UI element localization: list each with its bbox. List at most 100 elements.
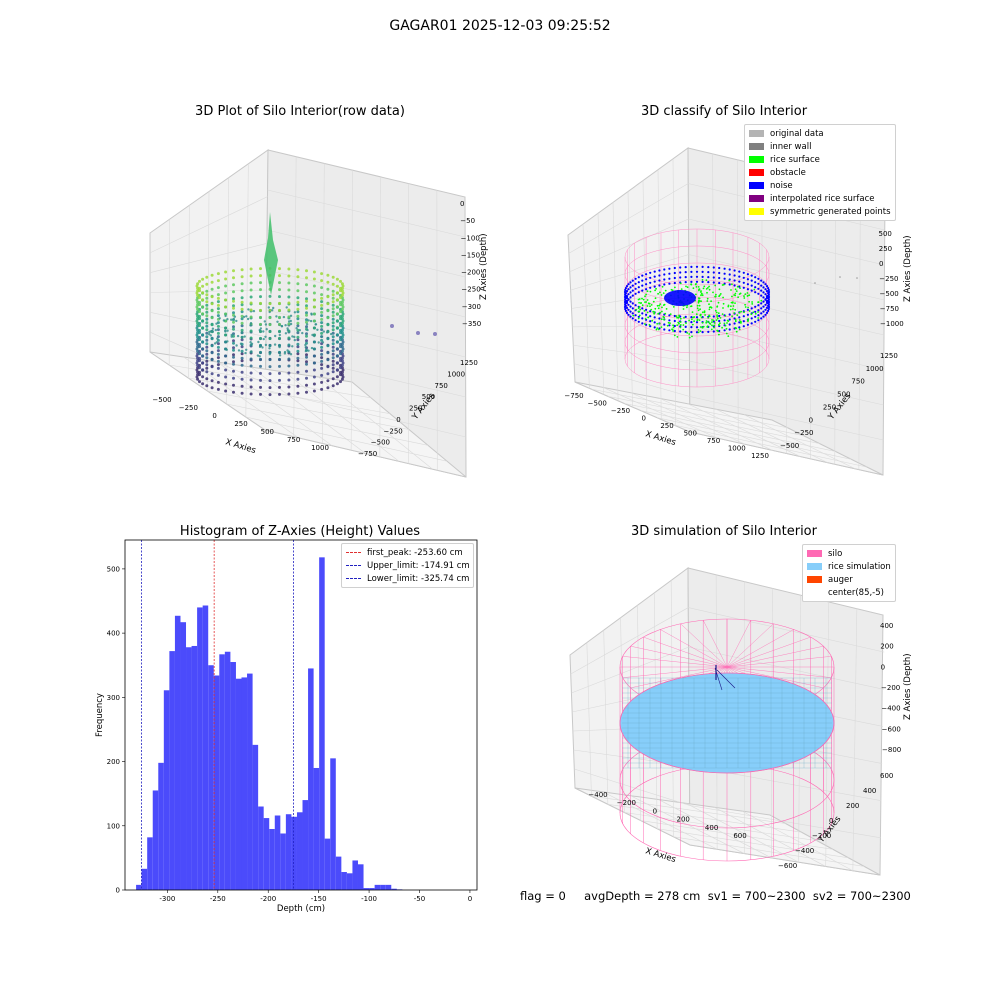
- panel2-y-tick-label: 750: [851, 378, 864, 386]
- panel2-legend-swatch: [749, 195, 764, 202]
- panel1-x-tick-label: 500: [261, 428, 274, 436]
- histogram-legend-line: [346, 565, 361, 566]
- panel4-x-tick-label: 200: [677, 816, 690, 824]
- histogram-bar: [192, 646, 198, 890]
- panel2-z-label: Z Axies (Depth): [903, 235, 913, 302]
- panel2-legend-label: inner wall: [770, 142, 811, 152]
- histogram-legend-line: [346, 552, 361, 553]
- panel1-x-tick-label: 750: [287, 436, 300, 444]
- histogram-legend: first_peak: -253.60 cm Upper_limit: -174.…: [341, 543, 474, 588]
- panel1-x-tick-label: 0: [212, 412, 216, 420]
- histogram-bar: [386, 885, 392, 890]
- panel1-3d-plot: −500−25002505007501000 −750−500−25002505…: [120, 120, 500, 480]
- panel1-z-tick-label: −350: [462, 320, 481, 328]
- panel4-y-tick-label: −600: [778, 862, 797, 870]
- panel4-x-tick-label: 0: [653, 807, 657, 815]
- histogram-bar: [241, 677, 247, 890]
- panel2-legend-entry: rice surface: [745, 153, 895, 166]
- panel2-legend-entry: symmetric generated points: [745, 205, 895, 218]
- panel1-x-tick-label: −250: [179, 404, 198, 412]
- histogram-bar: [280, 833, 286, 890]
- panel2-legend-entry: original data: [745, 127, 895, 140]
- histogram-bar: [180, 622, 186, 890]
- panel2-legend: original data inner wall rice surface obsta…: [744, 124, 896, 221]
- panel4-legend-label: auger: [828, 575, 853, 585]
- panel4-x-tick-label: −400: [588, 791, 607, 799]
- panel2-y-tick-label: 1000: [866, 365, 884, 373]
- histogram-bar: [336, 857, 342, 890]
- histogram-bar: [275, 816, 281, 891]
- histogram-bar: [142, 869, 148, 890]
- panel2-z-tick-label: −750: [880, 305, 899, 313]
- histogram-legend-entry: Upper_limit: -174.91 cm: [342, 559, 473, 572]
- histogram-x-tick-label: -150: [311, 895, 327, 903]
- panel2-legend-label: noise: [770, 181, 793, 191]
- panel4-legend-swatch: [807, 576, 822, 583]
- figure-title: GAGAR01 2025-12-03 09:25:52: [0, 18, 1000, 34]
- histogram-bar: [380, 885, 386, 890]
- histogram-bar: [197, 607, 203, 890]
- histogram-y-label: Frequency: [95, 693, 105, 737]
- panel4-legend-entry: silo: [803, 547, 895, 560]
- histogram-x-tick-label: -250: [210, 895, 226, 903]
- panel4-legend-swatch: [807, 550, 822, 557]
- histogram-bar: [164, 690, 170, 890]
- panel4-x-tick-label: −200: [617, 799, 636, 807]
- panel2-x-label: X Axies: [644, 429, 677, 448]
- panel4-z-tick-label: 0: [881, 663, 885, 671]
- panel2-y-tick-label: −500: [780, 442, 799, 450]
- panel4-legend-swatch: [807, 563, 822, 570]
- panel4-z-tick-label: 400: [880, 622, 893, 630]
- panel2-x-tick-label: 750: [707, 437, 720, 445]
- histogram-bar: [186, 647, 192, 890]
- panel1-y-tick-label: 1000: [447, 370, 465, 378]
- histogram-legend-label: first_peak: -253.60 cm: [367, 548, 463, 558]
- histogram-bars: [136, 557, 402, 890]
- histogram-x-tick-label: 0: [468, 895, 472, 903]
- panel2-x-tick-label: −500: [588, 400, 607, 408]
- panel4-legend-entry: center(85,-5): [803, 586, 895, 599]
- panel2-legend-label: original data: [770, 129, 824, 139]
- panel2-x-tick-label: −250: [611, 407, 630, 415]
- panel2-y-tick-label: 0: [809, 416, 813, 424]
- panel2-x-tick-label: 500: [684, 430, 697, 438]
- panel2-z-tick-label: 0: [879, 260, 883, 268]
- histogram-bar: [314, 768, 320, 890]
- histogram-x-tick-label: -200: [260, 895, 276, 903]
- panel4-legend-label: rice simulation: [828, 562, 891, 572]
- panel2-title: 3D classify of Silo Interior: [574, 104, 874, 119]
- panel1-title: 3D Plot of Silo Interior(row data): [150, 104, 450, 119]
- histogram-bar: [325, 839, 331, 890]
- panel1-z-tick-label: 0: [460, 200, 464, 208]
- panel2-z-tick-label: 250: [879, 245, 892, 253]
- histogram-x-label: Depth (cm): [277, 904, 325, 914]
- panel4-x-tick-label: 400: [705, 824, 718, 832]
- histogram-legend-label: Upper_limit: -174.91 cm: [367, 561, 470, 571]
- panel2-legend-swatch: [749, 130, 764, 137]
- panel4-x-tick-label: 600: [733, 832, 746, 840]
- panel1-z-tick-label: −200: [461, 269, 480, 277]
- panel2-x-tick-label: 250: [660, 422, 673, 430]
- histogram-y-tick-label: 500: [107, 565, 120, 573]
- panel1-z-tick-label: −300: [462, 303, 481, 311]
- panel2-legend-label: obstacle: [770, 168, 806, 178]
- panel2-legend-swatch: [749, 169, 764, 176]
- panel4-z-tick-label: −400: [881, 705, 900, 713]
- panel1-x-tick-label: 250: [234, 420, 247, 428]
- histogram-bar: [352, 860, 358, 890]
- panel4-rice-surface: [620, 673, 834, 773]
- panel4-z-tick-label: −200: [881, 684, 900, 692]
- panel1-x-tick-label: −500: [152, 396, 171, 404]
- histogram-y-ticks: 0100200300400500: [107, 565, 125, 894]
- panel1-y-tick-label: 0: [396, 416, 400, 424]
- panel1-y-tick-label: −500: [371, 439, 390, 447]
- panel4-legend-entry: rice simulation: [803, 560, 895, 573]
- panel2-x-tick-label: 1250: [751, 452, 769, 460]
- histogram-bar: [153, 790, 159, 890]
- panel4-title: 3D simulation of Silo Interior: [574, 524, 874, 539]
- panel1-y-tick-label: 1250: [460, 359, 478, 367]
- panel1-z-tick-label: −50: [460, 217, 475, 225]
- panel1-x-tick-label: 1000: [311, 444, 329, 452]
- panel2-legend-entry: obstacle: [745, 166, 895, 179]
- panel4-y-tick-label: 200: [846, 802, 859, 810]
